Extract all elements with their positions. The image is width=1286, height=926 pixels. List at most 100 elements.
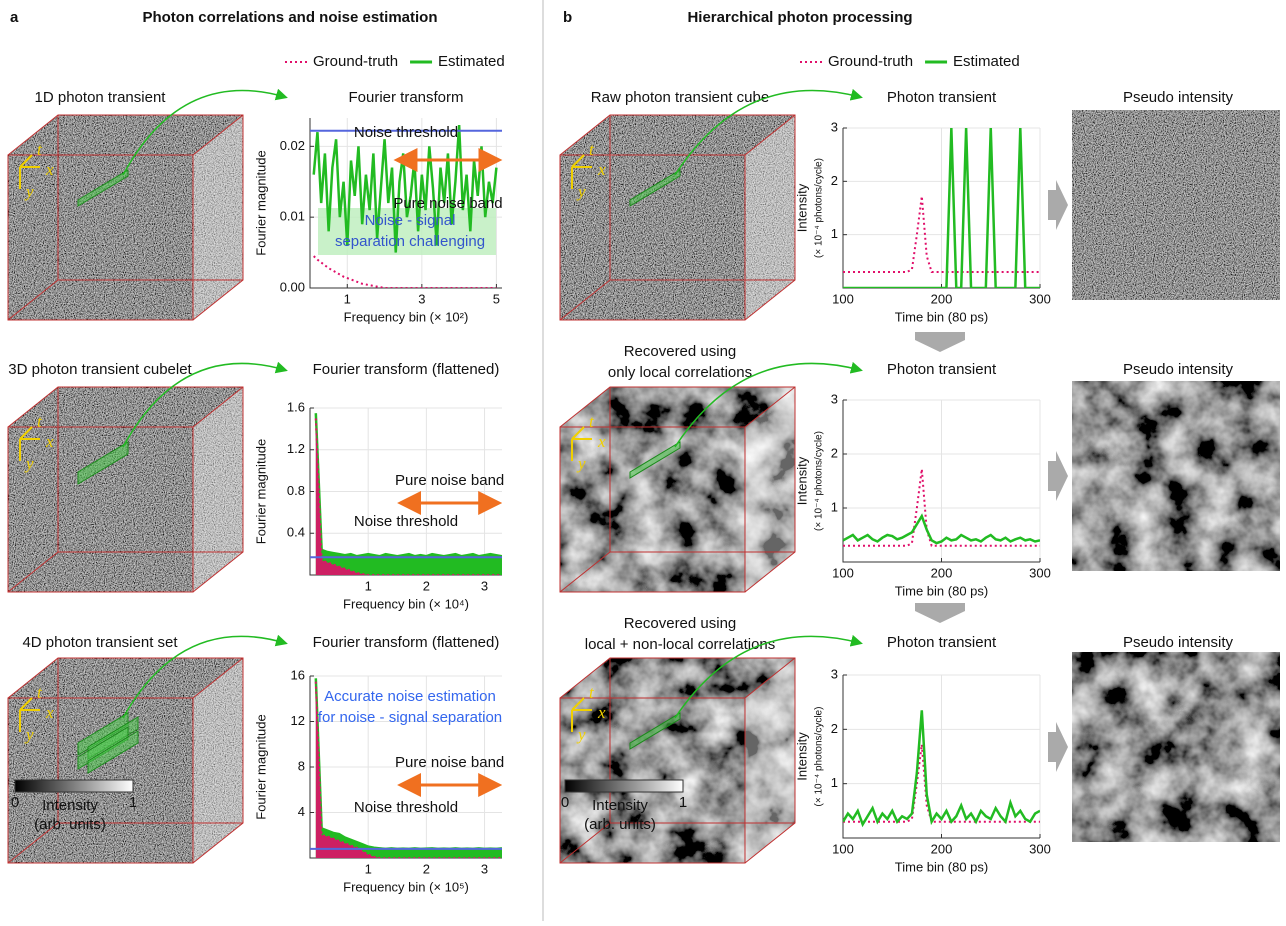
threshold-label: Noise threshold bbox=[354, 799, 458, 816]
chart-title: Fourier transform (flattened) bbox=[313, 361, 500, 378]
row-caption: 1D photon transient bbox=[35, 89, 167, 106]
cube-axis-label: t bbox=[37, 140, 43, 159]
row-caption: 4D photon transient set bbox=[22, 634, 178, 651]
cube-axis-label: x bbox=[45, 703, 54, 722]
series-line bbox=[312, 125, 498, 253]
tube bbox=[629, 169, 681, 207]
cube-axis-label: y bbox=[576, 182, 586, 201]
row-caption: Recovered using bbox=[624, 343, 737, 360]
y-axis-label: (× 10⁻⁴ photons/cycle) bbox=[814, 707, 825, 807]
colorbar-tick: 1 bbox=[129, 794, 137, 811]
y-axis-label: (× 10⁻⁴ photons/cycle) bbox=[814, 431, 825, 531]
tube bbox=[77, 441, 129, 485]
y-tick-label: 2 bbox=[831, 173, 838, 188]
row-caption: Recovered using bbox=[624, 615, 737, 632]
tube bbox=[629, 441, 681, 479]
panel-label: b bbox=[563, 9, 572, 26]
y-tick-label: 8 bbox=[298, 758, 305, 773]
x-tick-label: 3 bbox=[481, 861, 488, 876]
note: Accurate noise estimation bbox=[324, 688, 496, 705]
cube-axis-label: y bbox=[24, 454, 34, 473]
cube-front bbox=[8, 427, 193, 592]
row-caption: only local correlations bbox=[608, 364, 752, 381]
link-arrow bbox=[122, 634, 288, 719]
y-tick-label: 1 bbox=[831, 499, 838, 514]
cube-side bbox=[745, 387, 795, 592]
y-tick-label: 3 bbox=[831, 391, 838, 406]
x-tick-label: 300 bbox=[1029, 565, 1051, 580]
cube-top bbox=[8, 658, 243, 698]
x-tick-label: 200 bbox=[931, 841, 953, 856]
note: for noise - signal separation bbox=[318, 709, 502, 726]
tube bbox=[87, 730, 139, 774]
x-tick-label: 1 bbox=[344, 291, 351, 306]
x-tick-label: 1 bbox=[365, 578, 372, 593]
legend-label: Estimated bbox=[438, 53, 505, 70]
note: Noise - signal bbox=[365, 212, 456, 229]
cube-axes bbox=[19, 697, 40, 732]
colorbar-tick: 0 bbox=[11, 794, 19, 811]
y-axis-label: Intensity bbox=[794, 183, 809, 232]
legend-label: Estimated bbox=[953, 53, 1020, 70]
cube-side bbox=[193, 658, 243, 863]
y-axis-label: Fourier magnitude bbox=[253, 439, 268, 545]
cube-axis-label: t bbox=[37, 683, 43, 702]
process-arrow bbox=[915, 332, 965, 352]
cube-edges bbox=[7, 657, 244, 864]
y-axis-label: Intensity bbox=[794, 456, 809, 505]
series-line bbox=[843, 196, 1040, 273]
x-axis-label: Time bin (80 ps) bbox=[895, 583, 988, 598]
cube-axes bbox=[571, 154, 592, 189]
tube bbox=[629, 712, 681, 750]
noise-band-label: Pure noise band bbox=[395, 472, 504, 489]
cube-top bbox=[8, 387, 243, 427]
legend-label: Ground-truth bbox=[828, 53, 913, 70]
cube-axis-label: y bbox=[24, 725, 34, 744]
x-axis-label: Time bin (80 ps) bbox=[895, 309, 988, 324]
y-tick-label: 1.6 bbox=[287, 399, 305, 414]
link-arrow bbox=[674, 88, 863, 176]
x-tick-label: 100 bbox=[832, 565, 854, 580]
cube-top bbox=[560, 658, 795, 698]
cube-axis-label: t bbox=[589, 412, 595, 431]
cube-axis-label: x bbox=[597, 703, 606, 722]
x-tick-label: 300 bbox=[1029, 841, 1051, 856]
chart-title: Fourier transform bbox=[348, 89, 463, 106]
y-tick-label: 1 bbox=[831, 775, 838, 790]
cube-edges bbox=[559, 386, 796, 593]
y-tick-label: 0.4 bbox=[287, 525, 305, 540]
cube-axes bbox=[571, 697, 592, 732]
y-tick-label: 16 bbox=[291, 667, 305, 682]
cube-side bbox=[745, 658, 795, 863]
y-axis-label: Fourier magnitude bbox=[253, 150, 268, 256]
cube-edges bbox=[7, 386, 244, 593]
chart-title: Photon transient bbox=[887, 634, 997, 651]
plot-frame bbox=[309, 118, 502, 289]
cube-top bbox=[560, 387, 795, 427]
y-tick-label: 12 bbox=[291, 713, 305, 728]
cube-side bbox=[193, 115, 243, 320]
x-axis-label: Frequency bin (× 10²) bbox=[344, 309, 469, 324]
noise-band-label: Pure noise band bbox=[393, 195, 502, 212]
panel-label: a bbox=[10, 9, 19, 26]
y-tick-label: 0.00 bbox=[280, 279, 305, 294]
cube-axis-label: t bbox=[589, 683, 595, 702]
series-area bbox=[315, 413, 502, 575]
process-arrow bbox=[1048, 451, 1068, 501]
image-title: Pseudo intensity bbox=[1123, 361, 1234, 378]
cube-axis-label: y bbox=[576, 725, 586, 744]
chart-title: Photon transient bbox=[887, 89, 997, 106]
process-arrow bbox=[915, 603, 965, 623]
series-line bbox=[843, 710, 1040, 828]
x-tick-label: 200 bbox=[931, 565, 953, 580]
cube-axes bbox=[19, 154, 40, 189]
y-tick-label: 2 bbox=[831, 721, 838, 736]
series-area bbox=[315, 681, 502, 858]
cube-front bbox=[560, 155, 745, 320]
x-tick-label: 2 bbox=[423, 861, 430, 876]
cube-side bbox=[745, 115, 795, 320]
colorbar-unit: (arb. units) bbox=[584, 816, 656, 833]
series-area bbox=[315, 418, 502, 575]
x-tick-label: 300 bbox=[1029, 291, 1051, 306]
